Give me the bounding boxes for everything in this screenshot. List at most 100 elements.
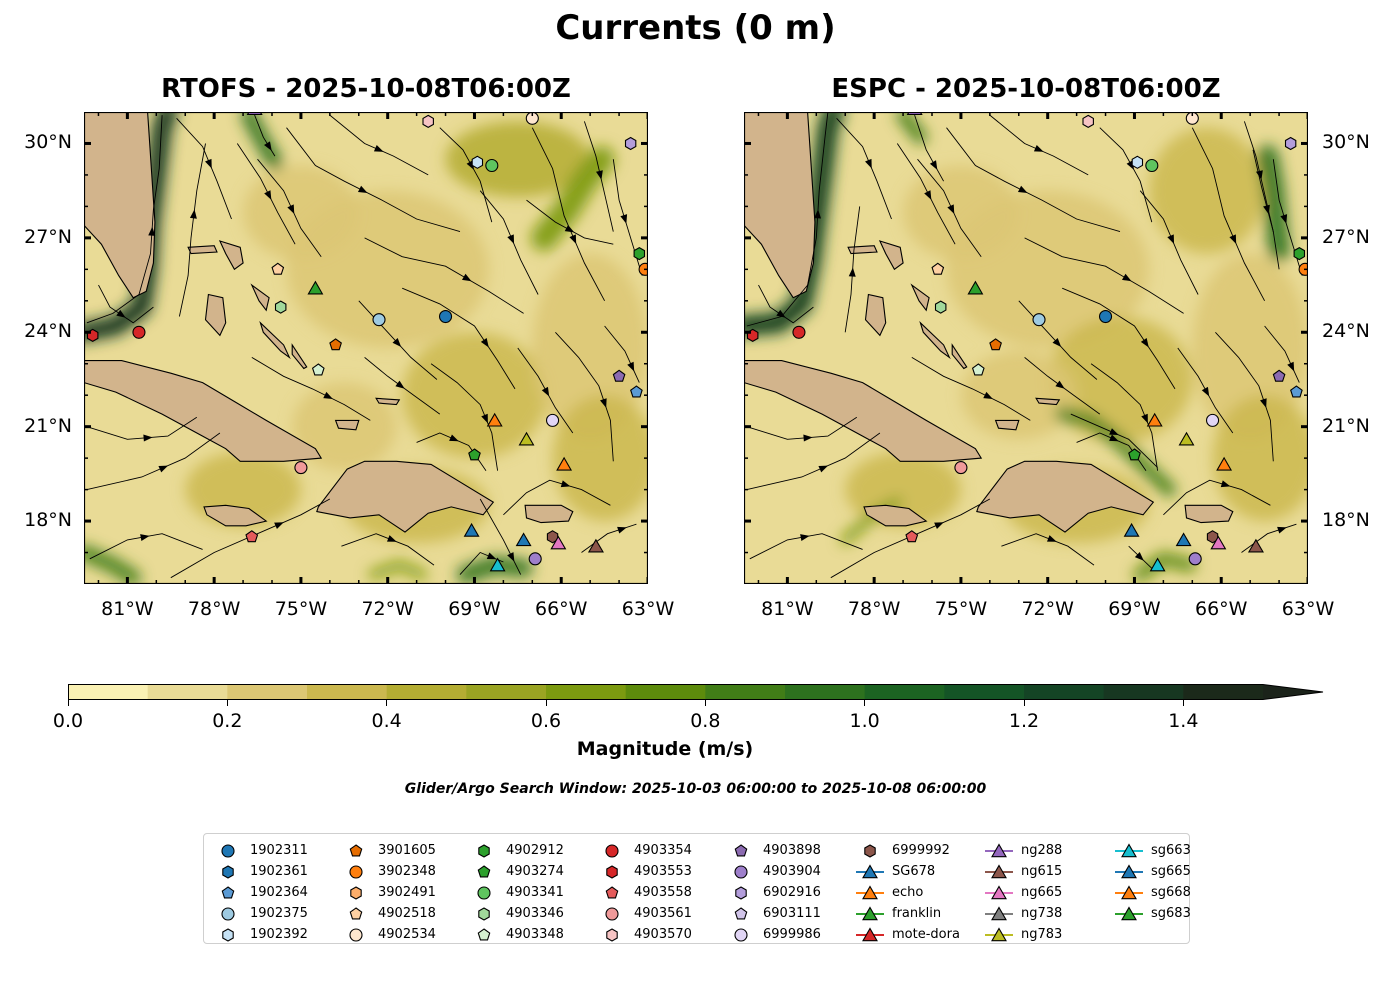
streamline [170, 498, 331, 579]
observation-markers [746, 112, 1308, 572]
streamline [479, 498, 522, 575]
legend-item: 1902361 [214, 861, 308, 882]
legend-label: 1902364 [250, 885, 308, 900]
land-abaco [218, 240, 244, 271]
legend-marker [605, 843, 619, 858]
streamline-arrow [158, 465, 169, 473]
land-jamaica [203, 504, 268, 527]
legend-item: 4903898 [727, 840, 821, 861]
streamline [1241, 523, 1297, 553]
triangle-marker-icon [1115, 905, 1143, 920]
legend-item: 4903570 [598, 924, 692, 945]
marker-SG678 [463, 522, 480, 537]
colorbar-bin [864, 684, 945, 700]
legend-marker [221, 843, 235, 858]
land-bigBahama [847, 245, 878, 255]
land-abaco [878, 240, 904, 271]
marker-sg663 [1149, 557, 1166, 572]
land-puertoRico [524, 504, 574, 524]
legend-item: ng288 [985, 840, 1062, 861]
x-tick-label: 81°W [101, 598, 154, 620]
streamline [911, 357, 1031, 421]
legend-item: franklin [856, 903, 960, 924]
circle-marker-icon [734, 927, 748, 942]
legend-label: 3902348 [378, 864, 436, 879]
streamline-arrow [486, 552, 497, 560]
streamline-arrow [373, 144, 384, 152]
x-tick-label: 75°W [934, 598, 988, 620]
streamline-arrow [392, 337, 402, 347]
streamline-arrow [983, 391, 993, 400]
streamline-arrow [1017, 185, 1028, 193]
marker-sg665 [515, 532, 532, 547]
land-eleuthera [250, 283, 270, 312]
x-tick-label: 69°W [448, 598, 501, 620]
land-hispaniola [316, 460, 495, 533]
streamline [1024, 237, 1184, 314]
land-masses [84, 112, 574, 533]
map-frame [84, 112, 648, 584]
legend-marker [222, 927, 234, 942]
legend-label: 4903570 [634, 927, 692, 942]
streamline-arrow [1255, 170, 1263, 180]
marker-4903341 [485, 158, 499, 173]
streamline-arrow [140, 534, 150, 541]
marker-4903898 [612, 369, 626, 382]
marker-3901605 [329, 338, 342, 351]
marker-6999986 [1206, 413, 1220, 427]
land-longIsland [291, 343, 308, 370]
streamline-arrow [865, 158, 872, 169]
legend-item: sg668 [1115, 882, 1191, 903]
land-masses [744, 112, 1234, 533]
legend-item: ng738 [985, 903, 1062, 924]
legend-item: 6999986 [727, 924, 821, 945]
marker-1902392 [1131, 155, 1144, 169]
streamline [430, 363, 499, 471]
legend-marker [349, 906, 363, 919]
streamline [1163, 479, 1271, 516]
land-caicos [375, 397, 401, 406]
streamline-arrow [947, 204, 955, 215]
legend-item: 3902348 [342, 861, 436, 882]
streamline-arrow [507, 552, 515, 562]
legend-marker [862, 884, 878, 899]
pentagon-marker-icon [605, 885, 619, 898]
x-tick-label: 75°W [274, 598, 328, 620]
circle-marker-icon [349, 927, 363, 942]
marker-6902916 [1284, 136, 1297, 151]
triangle-marker-icon [856, 863, 884, 878]
streamline-arrow [1229, 234, 1237, 244]
legend-item: 4903354 [598, 840, 692, 861]
legend-marker [349, 927, 363, 942]
legend-label: 4903561 [634, 906, 692, 921]
legend-column: 6999992 SG678 echo franklin mote-dora [856, 840, 960, 945]
streamline-arrow [564, 225, 575, 233]
legend-marker [1121, 842, 1137, 857]
legend-marker [991, 863, 1007, 878]
triangle-marker-icon [856, 905, 884, 920]
legend-column: ng288 ng615 ng665 ng738 ng783 [985, 840, 1062, 945]
colorbar-bin [546, 684, 627, 700]
marker-6999986 [546, 413, 560, 427]
legend-marker [221, 885, 235, 898]
legend-label: ng738 [1021, 906, 1063, 921]
legend-label: 4903558 [634, 885, 692, 900]
legend-marker [991, 926, 1007, 941]
colorbar-bin [307, 684, 388, 700]
legend-marker [862, 905, 878, 920]
streamline-arrow [1220, 480, 1231, 488]
y-tick-label: 21°N [24, 414, 72, 437]
triangle-marker-icon [856, 884, 884, 899]
marker-4903348 [971, 363, 985, 376]
streamline-arrow [116, 309, 126, 318]
marker-4902912 [1293, 246, 1306, 261]
legend-item: 3902491 [342, 882, 436, 903]
marker-4902518 [271, 262, 285, 275]
land-cuba [84, 360, 323, 462]
legend-label: SG678 [892, 864, 936, 879]
legend-marker [864, 843, 876, 858]
marker-4903570 [1082, 114, 1094, 129]
streamline-arrow [560, 480, 571, 488]
streamline-arrow [1055, 380, 1065, 389]
legend-marker [734, 906, 748, 919]
